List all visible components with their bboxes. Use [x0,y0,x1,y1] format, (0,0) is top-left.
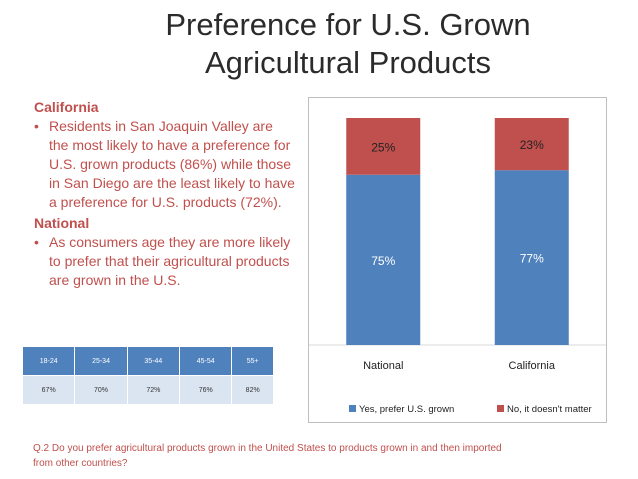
data-label: 23% [520,138,544,152]
chart-frame: 75% 25% National 77% 23% California Yes, prefe… [308,97,607,423]
age-value-cell: 67% [21,375,76,405]
bar-segment [494,118,569,171]
legend-label: Yes, prefer U.S. grown [359,404,454,415]
data-label: 75% [371,254,395,268]
national-bullet: As consumers age they are more likely to… [34,233,296,290]
bar-segment [346,118,421,175]
data-label: 25% [371,140,395,154]
data-label: 77% [520,252,544,266]
california-heading: California [34,99,99,115]
x-tick-label: National [363,360,403,372]
slide-title: Preference for U.S. Grown Agricultural P… [128,6,568,82]
age-table-value-row: 67% 70% 72% 76% 82% [21,375,274,405]
legend-swatch [349,405,356,412]
california-bullet: Residents in San Joaquin Valley are the … [34,117,296,212]
stacked-bar-chart: 75% 25% National 77% 23% California Yes, prefe… [309,118,606,415]
question-footnote: Q.2 Do you prefer agricultural products … [33,443,502,469]
age-header-cell: 55+ [231,346,274,376]
national-heading: National [34,215,90,231]
bar-segment [346,174,421,345]
legend-swatch [497,405,504,412]
x-tick-label: California [509,360,556,372]
age-preference-table: 18-24 25-34 35-44 45-54 55+ 67% 70% 72% … [21,346,274,405]
age-header-cell: 25-34 [74,346,128,376]
age-value-cell: 70% [74,375,128,405]
findings-text: California Residents in San Joaquin Vall… [34,98,296,292]
slide-title-line-1: Preference for U.S. Grown [165,7,531,42]
age-value-cell: 76% [179,375,233,405]
age-value-cell: 72% [126,375,181,405]
age-header-cell: 45-54 [179,346,233,376]
age-table-header-row: 18-24 25-34 35-44 45-54 55+ [21,346,274,376]
age-header-cell: 18-24 [21,346,76,376]
age-header-cell: 35-44 [126,346,181,376]
legend-label: No, it doesn't matter [507,404,592,415]
bar-segment [494,170,569,345]
age-value-cell: 82% [231,375,274,405]
slide-title-line-2: Agricultural Products [204,45,491,80]
